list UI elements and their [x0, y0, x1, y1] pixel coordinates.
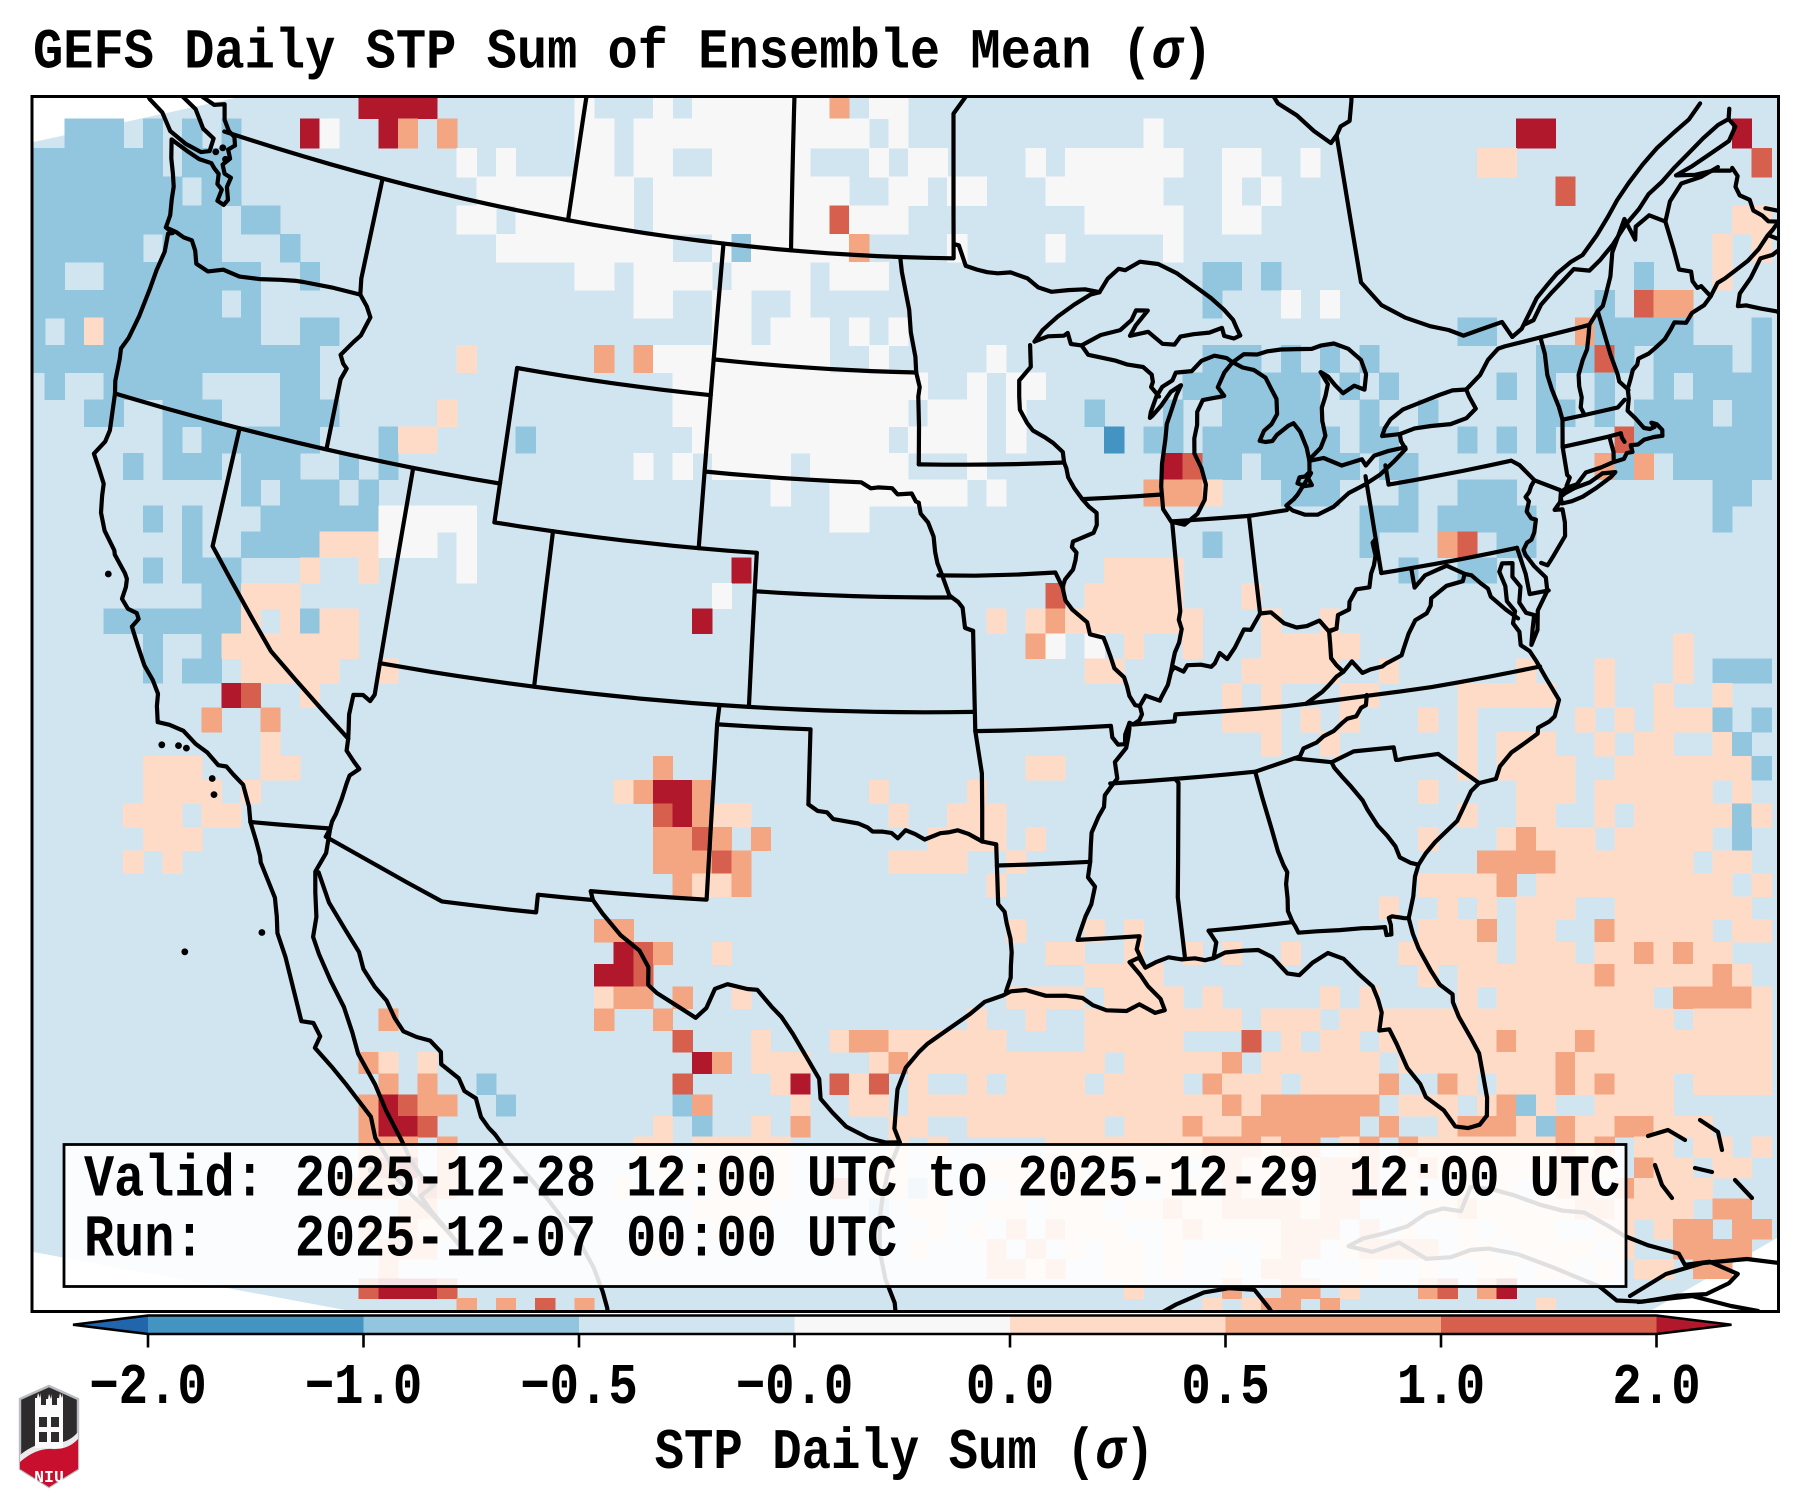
svg-text:Valid: 2025-12-28 12:00 UTC to: Valid: 2025-12-28 12:00 UTC to 2025-12-2…: [84, 1147, 1620, 1214]
svg-text:STP Daily Sum (σ): STP Daily Sum (σ): [655, 1420, 1155, 1486]
svg-text:Run: 2025-12-07 00:00 UTC: Run: 2025-12-07 00:00 UTC: [84, 1207, 897, 1274]
svg-text:−0.5: −0.5: [520, 1355, 638, 1421]
svg-text:0.0: 0.0: [966, 1355, 1054, 1421]
svg-text:GEFS Daily STP Sum of Ensemble: GEFS Daily STP Sum of Ensemble Mean (σ): [33, 21, 1212, 86]
svg-text:0.5: 0.5: [1181, 1355, 1269, 1421]
svg-text:−0.0: −0.0: [736, 1355, 854, 1421]
svg-text:NIU: NIU: [34, 1468, 64, 1487]
svg-text:1.0: 1.0: [1397, 1355, 1485, 1421]
svg-text:2.0: 2.0: [1612, 1355, 1700, 1421]
svg-text:−1.0: −1.0: [305, 1355, 423, 1421]
svg-text:−2.0: −2.0: [89, 1355, 207, 1421]
